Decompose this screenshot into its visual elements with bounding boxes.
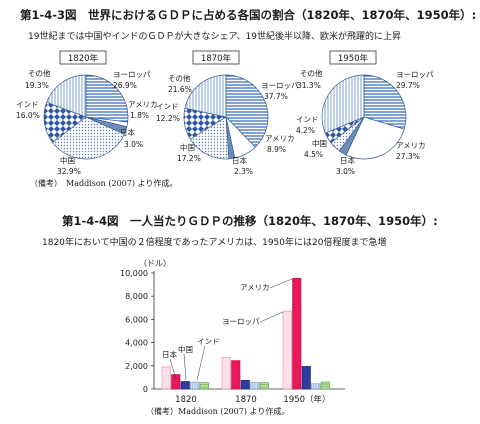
pie-title: 1820年 bbox=[68, 53, 99, 64]
bar-china-1 bbox=[250, 382, 260, 390]
y-tick-label: 6,000 bbox=[125, 315, 148, 324]
pie-label-usa: アメリカ bbox=[396, 141, 426, 150]
pie-label-other: その他 bbox=[168, 73, 191, 83]
pie-value-india: 16.0% bbox=[16, 111, 40, 120]
pie-value-other: 21.6% bbox=[168, 85, 192, 94]
bar-chart: （ドル） 0 2,000 4,000 6,000 8,000 10,000 1820 1870 1… bbox=[120, 259, 345, 405]
leader-line bbox=[259, 311, 284, 323]
pie-label-europe: ヨーロッパ bbox=[113, 70, 151, 79]
series-label-usa: アメリカ bbox=[240, 283, 270, 292]
pie-label-china: 中国 bbox=[180, 142, 195, 152]
pie-slice-europe bbox=[85, 74, 129, 123]
pie-value-china: 4.5% bbox=[304, 150, 323, 159]
bar-usa-2 bbox=[292, 277, 302, 390]
bar-japan-1 bbox=[240, 379, 250, 390]
figure-bottom-subtitle: 1820年において中国の２倍程度であったアメリカは、1950年には20倍程度まで… bbox=[42, 238, 387, 248]
pie-slice-china bbox=[189, 116, 230, 160]
pie-slice-europe bbox=[363, 74, 407, 130]
pie-label-china: 中国 bbox=[60, 155, 75, 165]
pie-label-usa: アメリカ bbox=[265, 134, 295, 143]
bar-india-2 bbox=[320, 381, 330, 390]
pie-value-china: 17.2% bbox=[177, 154, 201, 163]
pie-title-box bbox=[329, 50, 377, 65]
pie-title: 1870年 bbox=[201, 53, 232, 64]
pie-label-other: その他 bbox=[300, 68, 323, 78]
pie-label-europe: ヨーロッパ bbox=[261, 81, 299, 90]
bar-europe-0 bbox=[161, 366, 171, 390]
pie-value-india: 4.2% bbox=[296, 126, 315, 135]
pie-slice-usa bbox=[345, 116, 405, 160]
pie-value-usa: 1.8% bbox=[130, 111, 149, 120]
pie-label-india: インド bbox=[16, 100, 39, 109]
pie-label-europe: ヨーロッパ bbox=[396, 70, 434, 79]
pie-value-japan: 3.0% bbox=[124, 140, 143, 149]
bar-india-0 bbox=[199, 382, 209, 390]
y-tick-label: 8,000 bbox=[125, 292, 148, 301]
pie-value-europe: 29.7% bbox=[396, 81, 420, 90]
series-label-japan: 日本 bbox=[162, 349, 177, 359]
y-tick-label: 0 bbox=[143, 385, 148, 394]
x-category-label: 1820 bbox=[175, 395, 197, 405]
pie-value-usa: 8.9% bbox=[267, 145, 286, 154]
leader-line bbox=[183, 353, 187, 381]
pie-value-japan: 2.3% bbox=[234, 167, 253, 176]
pie-slice-europe bbox=[225, 74, 269, 148]
pie-label-japan: 日本 bbox=[232, 155, 247, 165]
pie-slice-china bbox=[52, 116, 125, 160]
pie-value-india: 12.2% bbox=[156, 114, 180, 123]
pie-value-europe: 26.9% bbox=[113, 81, 137, 90]
pie-slice-other bbox=[46, 74, 87, 118]
pie-label-usa: アメリカ bbox=[128, 100, 158, 109]
figure-bottom-title: 第1-4-4図 一人当たりＧＤＰの推移（1820年、1870年、1950年）: bbox=[62, 214, 438, 228]
y-tick-label: 4,000 bbox=[125, 339, 148, 348]
pie-value-japan: 3.0% bbox=[336, 167, 355, 176]
pie-title-box bbox=[192, 50, 240, 65]
y-tick-label: 2,000 bbox=[125, 362, 148, 371]
leader-line bbox=[169, 358, 177, 380]
pie-title: 1950年 bbox=[338, 53, 369, 64]
bar-usa-0 bbox=[171, 374, 181, 390]
bar-usa-1 bbox=[231, 360, 241, 390]
bar-japan-0 bbox=[180, 381, 190, 390]
bar-europe-1 bbox=[221, 357, 231, 390]
figure-top-title: 第1-4-3図 世界におけるＧＤＰに占める各国の割合（1820年、1870年、1… bbox=[20, 8, 477, 22]
series-label-india: インド bbox=[197, 337, 220, 346]
pie-value-china: 32.9% bbox=[57, 167, 81, 176]
pie-value-other: 31.3% bbox=[297, 81, 321, 90]
x-category-label: 1950（年） bbox=[283, 394, 330, 405]
pie-label-india: インド bbox=[296, 115, 319, 124]
figure-top-note: （備考） Maddison (2007) より作成。 bbox=[30, 179, 178, 188]
leader-line bbox=[196, 345, 206, 381]
bar-india-1 bbox=[259, 382, 269, 390]
bar-japan-2 bbox=[301, 366, 311, 390]
figure-top-subtitle: 19世紀までは中国やインドのＧＤＰが大きなシェア、19世紀後半以降、欧米が飛躍的… bbox=[28, 32, 402, 42]
pie-label-other: その他 bbox=[28, 68, 51, 78]
bar-china-2 bbox=[311, 383, 321, 390]
x-category-label: 1870 bbox=[235, 395, 257, 405]
pie-value-usa: 27.3% bbox=[396, 152, 420, 161]
bar-europe-2 bbox=[282, 310, 292, 390]
pie-label-japan: 日本 bbox=[120, 127, 135, 137]
bar-china-0 bbox=[190, 381, 200, 390]
pie-value-europe: 37.7% bbox=[264, 92, 288, 101]
pie-slice-other bbox=[184, 74, 227, 118]
pie-label-china: 中国 bbox=[312, 138, 327, 148]
series-label-china: 中国 bbox=[178, 344, 193, 354]
series-label-europe: ヨーロッパ bbox=[222, 317, 260, 326]
leader-line bbox=[269, 278, 293, 289]
pie-label-india: インド bbox=[156, 102, 179, 111]
pie-slice-other bbox=[321, 74, 365, 134]
y-tick-label: 10,000 bbox=[120, 269, 148, 278]
y-axis-label: （ドル） bbox=[139, 259, 171, 268]
figure-bottom-note: （備考）Maddison (2007) より作成。 bbox=[146, 407, 290, 416]
pie-value-other: 19.3% bbox=[25, 81, 49, 90]
pie-title-box bbox=[59, 50, 107, 65]
pie-label-japan: 日本 bbox=[340, 155, 355, 165]
